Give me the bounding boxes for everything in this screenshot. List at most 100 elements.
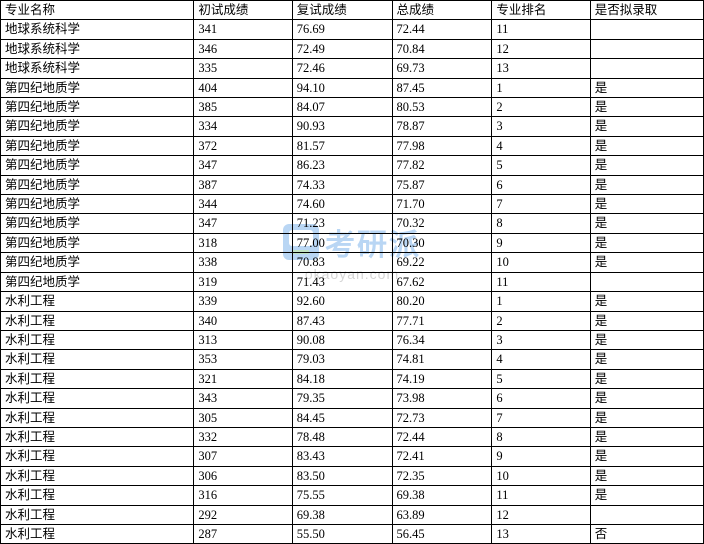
table-row: 水利工程31390.0876.343是 <box>1 330 704 349</box>
table-row: 第四纪地质学38584.0780.532是 <box>1 98 704 117</box>
table-cell: 4 <box>492 350 590 369</box>
table-row: 第四纪地质学37281.5777.984是 <box>1 136 704 155</box>
table-cell: 9 <box>492 233 590 252</box>
table-cell <box>590 272 703 291</box>
table-cell: 是 <box>590 369 703 388</box>
table-cell: 56.45 <box>392 524 492 543</box>
table-cell: 94.10 <box>292 78 392 97</box>
table-cell: 87.45 <box>392 78 492 97</box>
table-cell: 是 <box>590 98 703 117</box>
table-cell: 9 <box>492 447 590 466</box>
table-cell: 67.62 <box>392 272 492 291</box>
table-row: 第四纪地质学34474.6071.707是 <box>1 195 704 214</box>
table-cell: 83.43 <box>292 447 392 466</box>
table-cell: 319 <box>194 272 292 291</box>
table-row: 第四纪地质学31971.4367.6211 <box>1 272 704 291</box>
table-cell: 70.83 <box>292 253 392 272</box>
table-cell: 343 <box>194 389 292 408</box>
table-cell: 313 <box>194 330 292 349</box>
table-cell: 72.73 <box>392 408 492 427</box>
table-row: 水利工程30783.4372.419是 <box>1 447 704 466</box>
table-cell: 11 <box>492 272 590 291</box>
table-cell: 第四纪地质学 <box>1 78 194 97</box>
table-row: 第四纪地质学34771.2370.328是 <box>1 214 704 233</box>
table-header-row: 专业名称 初试成绩 复试成绩 总成绩 专业排名 是否拟录取 <box>1 1 704 20</box>
table-cell: 水利工程 <box>1 486 194 505</box>
table-cell: 是 <box>590 350 703 369</box>
table-row: 地球系统科学34176.6972.4411 <box>1 20 704 39</box>
table-cell: 是 <box>590 486 703 505</box>
table-cell: 69.22 <box>392 253 492 272</box>
table-cell: 是 <box>590 389 703 408</box>
col-header-admit: 是否拟录取 <box>590 1 703 20</box>
table-cell: 1 <box>492 292 590 311</box>
table-cell: 11 <box>492 486 590 505</box>
table-cell: 水利工程 <box>1 389 194 408</box>
table-cell: 水利工程 <box>1 427 194 446</box>
table-cell: 69.38 <box>292 505 392 524</box>
table-cell: 341 <box>194 20 292 39</box>
table-cell: 353 <box>194 350 292 369</box>
table-cell: 307 <box>194 447 292 466</box>
table-cell: 71.43 <box>292 272 392 291</box>
col-header-prelim: 初试成绩 <box>194 1 292 20</box>
table-cell: 76.69 <box>292 20 392 39</box>
table-cell: 水利工程 <box>1 447 194 466</box>
table-cell: 3 <box>492 330 590 349</box>
table-cell: 70.32 <box>392 214 492 233</box>
table-cell: 80.20 <box>392 292 492 311</box>
table-cell: 是 <box>590 466 703 485</box>
table-cell: 水利工程 <box>1 466 194 485</box>
table-cell: 5 <box>492 369 590 388</box>
col-header-retest: 复试成绩 <box>292 1 392 20</box>
table-cell: 287 <box>194 524 292 543</box>
table-cell: 86.23 <box>292 156 392 175</box>
table-cell: 69.38 <box>392 486 492 505</box>
table-cell: 347 <box>194 156 292 175</box>
table-cell: 63.89 <box>392 505 492 524</box>
table-cell: 72.44 <box>392 20 492 39</box>
table-cell: 292 <box>194 505 292 524</box>
table-cell: 8 <box>492 214 590 233</box>
table-row: 水利工程30683.5072.3510是 <box>1 466 704 485</box>
table-cell: 78.48 <box>292 427 392 446</box>
table-cell: 地球系统科学 <box>1 39 194 58</box>
table-cell: 第四纪地质学 <box>1 98 194 117</box>
table-cell: 是 <box>590 195 703 214</box>
table-cell: 387 <box>194 175 292 194</box>
table-cell: 70.30 <box>392 233 492 252</box>
table-cell: 334 <box>194 117 292 136</box>
table-row: 水利工程32184.1874.195是 <box>1 369 704 388</box>
table-cell: 地球系统科学 <box>1 20 194 39</box>
table-cell: 第四纪地质学 <box>1 253 194 272</box>
table-cell: 75.87 <box>392 175 492 194</box>
table-cell: 是 <box>590 117 703 136</box>
table-cell: 79.03 <box>292 350 392 369</box>
table-cell: 72.41 <box>392 447 492 466</box>
table-cell: 4 <box>492 136 590 155</box>
table-cell: 是 <box>590 408 703 427</box>
table-cell: 第四纪地质学 <box>1 117 194 136</box>
table-cell: 是 <box>590 330 703 349</box>
table-cell: 74.19 <box>392 369 492 388</box>
table-cell: 第四纪地质学 <box>1 136 194 155</box>
table-cell: 地球系统科学 <box>1 59 194 78</box>
table-cell: 84.45 <box>292 408 392 427</box>
table-cell: 55.50 <box>292 524 392 543</box>
table-cell: 6 <box>492 389 590 408</box>
table-cell: 76.34 <box>392 330 492 349</box>
table-cell: 6 <box>492 175 590 194</box>
table-row: 第四纪地质学33490.9378.873是 <box>1 117 704 136</box>
table-cell: 是 <box>590 447 703 466</box>
table-row: 第四纪地质学34786.2377.825是 <box>1 156 704 175</box>
table-cell: 第四纪地质学 <box>1 175 194 194</box>
table-cell: 84.18 <box>292 369 392 388</box>
table-cell: 是 <box>590 311 703 330</box>
table-cell: 90.08 <box>292 330 392 349</box>
table-cell: 77.71 <box>392 311 492 330</box>
table-cell: 316 <box>194 486 292 505</box>
table-cell: 水利工程 <box>1 369 194 388</box>
table-cell: 水利工程 <box>1 505 194 524</box>
table-cell: 3 <box>492 117 590 136</box>
table-cell: 335 <box>194 59 292 78</box>
